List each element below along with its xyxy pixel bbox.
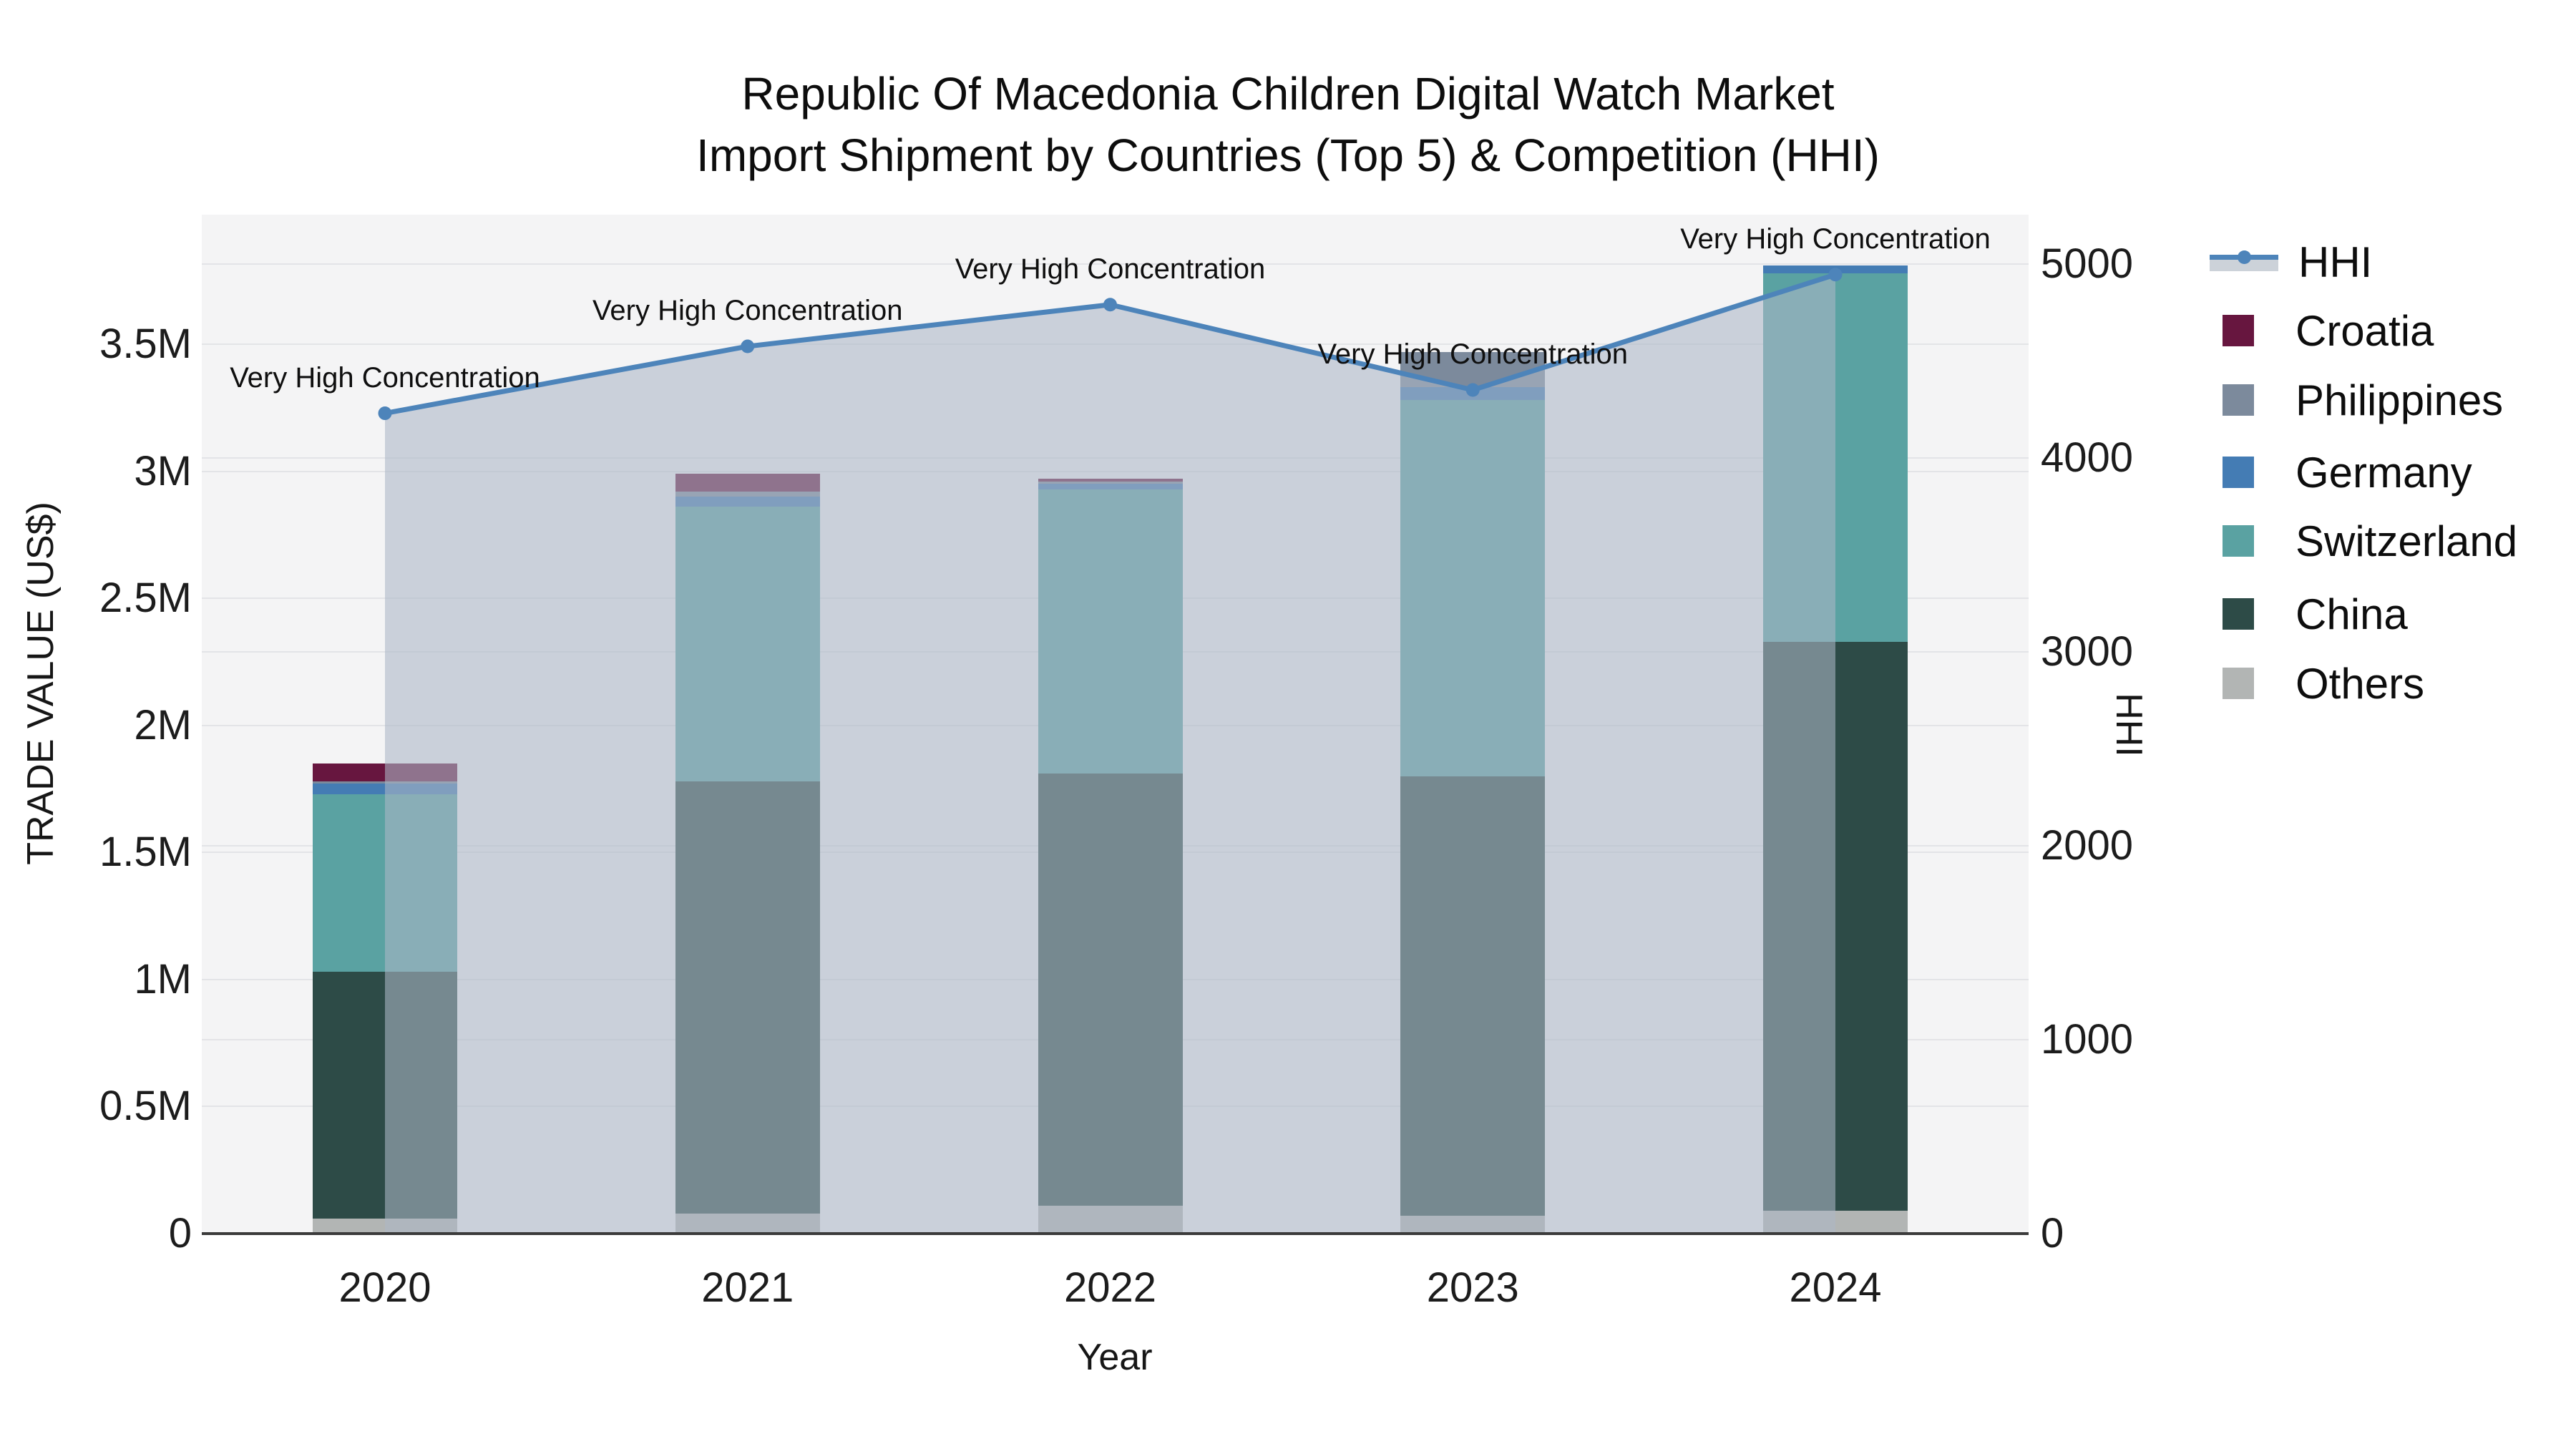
y-left-tick-2M: 2M: [134, 701, 192, 748]
y-right-tick-0: 0: [2041, 1210, 2064, 1257]
annotation-2021: Very High Concentration: [592, 295, 903, 327]
y-left-tick-3.5M: 3.5M: [99, 321, 192, 368]
legend-swatch-switzerland: [2223, 525, 2254, 557]
legend-label-switzerland: Switzerland: [2296, 517, 2518, 565]
hhi-marker-2022[interactable]: [1103, 298, 1117, 312]
legend-item-philippines[interactable]: Philippines: [2210, 376, 2504, 424]
y-right-tick-5000: 5000: [2041, 240, 2134, 287]
annotation-2020: Very High Concentration: [230, 361, 540, 394]
legend-label-others: Others: [2296, 659, 2425, 708]
x-tick-2023: 2023: [1426, 1264, 1519, 1311]
y-axis-title-left: TRADE VALUE (US$): [20, 502, 62, 865]
hhi-line-legend-sample-icon: [2210, 250, 2278, 271]
y-left-tick-0.5M: 0.5M: [99, 1083, 192, 1130]
hhi-area-swatch: [2210, 257, 2278, 271]
legend-label-germany: Germany: [2296, 448, 2472, 497]
gridline-right-5000: [202, 263, 2029, 265]
x-tick-2024: 2024: [1789, 1264, 1882, 1311]
annotation-2023: Very High Concentration: [1317, 338, 1629, 370]
y-right-tick-4000: 4000: [2041, 434, 2134, 481]
legend-swatch-croatia: [2223, 315, 2254, 346]
y-right-tick-2000: 2000: [2041, 821, 2134, 869]
y-left-tick-2.5M: 2.5M: [99, 575, 192, 622]
legend-swatch-others: [2223, 668, 2254, 699]
legend-item-hhi[interactable]: HHI: [2210, 238, 2373, 286]
legend-label-hhi: HHI: [2298, 238, 2373, 286]
hhi-marker-2024[interactable]: [1828, 268, 1843, 282]
chart-title-line1: Republic Of Macedonia Children Digital W…: [741, 68, 1835, 119]
y-left-tick-1.5M: 1.5M: [99, 829, 192, 876]
y-left-tick-0: 0: [168, 1210, 192, 1257]
x-tick-2022: 2022: [1063, 1264, 1157, 1311]
hhi-marker-2023[interactable]: [1465, 383, 1480, 397]
legend-swatch-germany: [2223, 457, 2254, 488]
annotation-2024: Very High Concentration: [1680, 223, 1991, 255]
hhi-marker-2020[interactable]: [378, 406, 392, 421]
legend-item-china[interactable]: China: [2210, 590, 2408, 638]
chart-title: Republic Of Macedonia Children Digital W…: [0, 63, 2576, 186]
legend-item-germany[interactable]: Germany: [2210, 448, 2472, 497]
annotation-2022: Very High Concentration: [955, 253, 1266, 285]
chart-title-line2: Import Shipment by Countries (Top 5) & C…: [696, 130, 1880, 181]
legend-label-china: China: [2296, 590, 2408, 638]
y-left-tick-3M: 3M: [134, 447, 192, 494]
y-axis-title-right: HHI: [2108, 693, 2150, 757]
hhi-marker-2021[interactable]: [741, 339, 755, 353]
y-right-tick-1000: 1000: [2041, 1015, 2134, 1063]
x-tick-2020: 2020: [338, 1264, 431, 1311]
hhi-area-fill: [385, 274, 1835, 1234]
legend-swatch-philippines: [2223, 384, 2254, 416]
x-axis-title: Year: [1077, 1337, 1153, 1378]
hhi-marker-swatch: [2238, 250, 2251, 264]
legend-item-others[interactable]: Others: [2210, 659, 2425, 708]
y-right-tick-3000: 3000: [2041, 628, 2134, 675]
legend-label-croatia: Croatia: [2296, 306, 2434, 355]
plot-area: [202, 215, 2029, 1234]
x-tick-2021: 2021: [701, 1264, 794, 1311]
legend-item-switzerland[interactable]: Switzerland: [2210, 517, 2518, 565]
y-left-tick-1M: 1M: [134, 955, 192, 1002]
x-axis-line: [202, 1232, 2029, 1235]
legend-label-philippines: Philippines: [2296, 376, 2504, 424]
hhi-overlay: [378, 268, 1843, 1234]
legend-item-croatia[interactable]: Croatia: [2210, 306, 2434, 355]
legend-swatch-china: [2223, 598, 2254, 630]
